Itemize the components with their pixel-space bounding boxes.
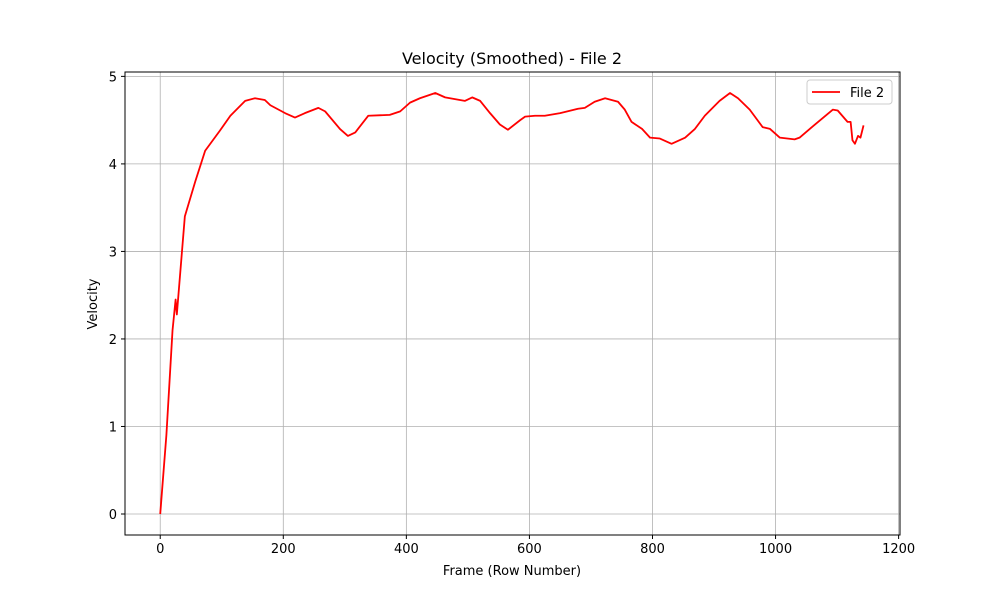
data-line	[159, 92, 865, 515]
plot-frame	[124, 71, 901, 536]
legend-label: File 2	[850, 86, 884, 101]
x-tick-label: 400	[394, 542, 419, 557]
x-axis-label: Frame (Row Number)	[443, 564, 581, 579]
legend-box	[806, 79, 893, 105]
x-tick-label: 1000	[759, 542, 792, 557]
y-tick-label: 0	[109, 508, 117, 523]
y-axis-label: Velocity	[86, 278, 101, 329]
x-tick-label: 0	[156, 542, 164, 557]
x-tick-label: 1200	[882, 542, 915, 557]
y-tick-label: 5	[109, 70, 117, 85]
y-tick-label: 3	[109, 245, 117, 260]
x-tick-label: 800	[640, 542, 665, 557]
chart-title: Velocity (Smoothed) - File 2	[402, 49, 622, 68]
y-tick-label: 4	[109, 158, 117, 173]
y-tick-label: 1	[109, 420, 117, 435]
y-tick-label: 2	[109, 333, 117, 348]
x-tick-label: 600	[517, 542, 542, 557]
x-tick-label: 200	[271, 542, 296, 557]
